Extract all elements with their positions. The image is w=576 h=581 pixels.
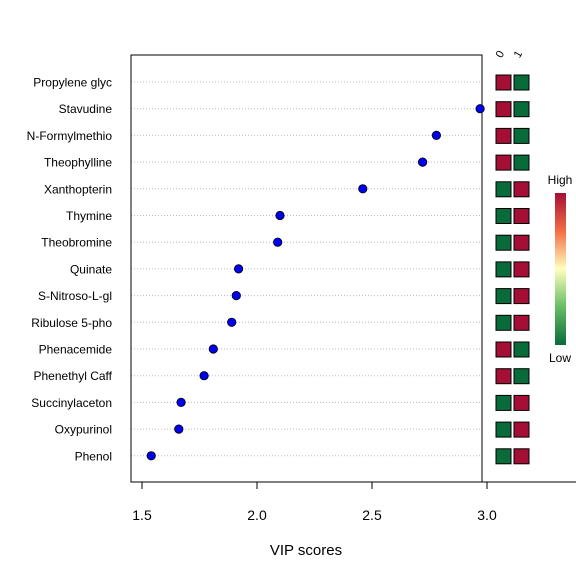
heatmap-cell	[513, 154, 530, 171]
row-label: Propylene glyc	[33, 76, 112, 90]
row-label: Quinate	[70, 262, 112, 276]
heatmap-cell	[495, 368, 512, 385]
heatmap-cell	[513, 208, 530, 224]
heatmap-cell	[495, 234, 512, 251]
data-point	[273, 237, 283, 247]
data-point	[146, 451, 156, 461]
x-axis: 1.52.02.53.03.54.0	[132, 481, 576, 523]
row-label: N-Formylmethio	[27, 129, 113, 143]
data-point	[475, 104, 485, 114]
heatmap-cells	[495, 74, 530, 465]
heatmap-cell	[495, 288, 512, 305]
heatmap-cell	[513, 368, 530, 385]
data-point	[358, 184, 368, 194]
data-point	[431, 130, 441, 140]
row-labels: Propylene glyc Stavudine N-Formylmethio The…	[27, 76, 113, 464]
heatmap-cell	[495, 394, 512, 411]
data-point	[176, 397, 186, 407]
row-label: Thymine	[66, 209, 112, 223]
heatmap-cell	[495, 101, 512, 118]
heatmap-cell	[513, 448, 530, 465]
data-point	[275, 210, 285, 221]
heatmap-cell	[513, 421, 530, 438]
heatmap-cell	[495, 314, 512, 331]
color-legend: High Low	[548, 173, 573, 365]
row-label: Xanthopterin	[44, 182, 112, 196]
data-point	[231, 290, 241, 301]
x-tick-label: 1.5	[132, 507, 152, 523]
row-label: Theophylline	[44, 156, 112, 170]
data-point	[199, 371, 209, 381]
heatmap-cell	[495, 341, 512, 358]
row-label: Phenacemide	[39, 343, 113, 357]
plot-frame	[130, 54, 483, 483]
heatmap-cell	[495, 127, 512, 144]
data-point	[417, 157, 428, 167]
heatmap-cell	[513, 234, 530, 251]
heatmap-cell	[495, 421, 512, 438]
heatmap-cell	[513, 127, 530, 144]
heatmap-cell	[513, 101, 530, 118]
heatmap-cell	[495, 208, 512, 224]
heatmap-cell	[495, 448, 512, 465]
row-label: Oxypurinol	[55, 423, 112, 437]
row-label: Succinylaceton	[31, 396, 112, 410]
row-label: Ribulose 5-pho	[31, 316, 112, 330]
data-point	[174, 424, 184, 434]
legend-low-label: Low	[549, 351, 571, 365]
heatmap-cell	[513, 394, 530, 411]
heatmap-cell	[513, 288, 530, 305]
x-axis-title: VIP scores	[270, 542, 342, 559]
heatmap-cell	[513, 341, 530, 358]
row-label: Theobromine	[41, 236, 112, 250]
data-point	[227, 317, 237, 327]
heatmap-column-label: 0	[494, 49, 507, 60]
heatmap-cell	[495, 154, 512, 171]
row-label: Stavudine	[59, 102, 113, 116]
row-label: Phenethyl Caff	[34, 369, 113, 383]
x-tick-label: 2.5	[362, 507, 382, 523]
heatmap-cell	[513, 74, 530, 91]
heatmap-cell	[495, 261, 512, 278]
x-tick-label: 2.0	[247, 507, 267, 523]
x-tick-label: 3.0	[477, 507, 497, 523]
legend-color-bar	[555, 193, 566, 345]
row-label: Phenol	[75, 449, 112, 463]
row-label: S-Nitroso-L-gl	[38, 289, 112, 303]
data-point	[208, 344, 218, 354]
heatmap-cell	[513, 181, 530, 198]
data-points	[146, 104, 485, 461]
legend-high-label: High	[548, 173, 573, 187]
data-point	[234, 264, 244, 274]
heatmap-cell	[513, 314, 530, 331]
heatmap-cell	[513, 261, 530, 278]
heatmap-column-label: 1	[512, 49, 525, 60]
heatmap-cell	[495, 181, 512, 198]
heatmap-cell	[495, 74, 512, 91]
